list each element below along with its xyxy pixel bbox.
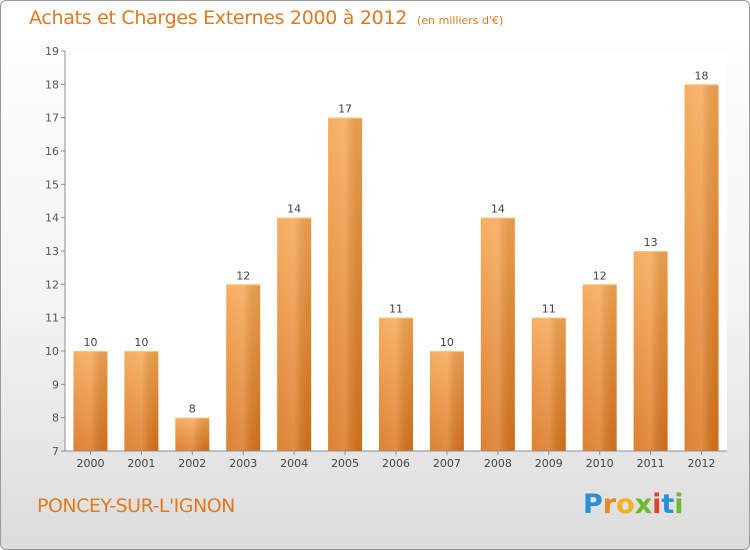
data-label: 14 [491, 203, 505, 216]
y-tick-label: 9 [52, 378, 59, 391]
y-tick-label: 17 [45, 112, 59, 125]
y-tick-label: 13 [45, 245, 59, 258]
logo-letter: o [616, 489, 635, 520]
data-label: 17 [338, 103, 352, 116]
data-label: 11 [542, 303, 556, 316]
x-tick-label: 2012 [688, 457, 716, 470]
data-label: 18 [695, 69, 709, 82]
x-tick-label: 2003 [229, 457, 257, 470]
y-tick-label: 18 [45, 78, 59, 91]
bar-shine [277, 217, 312, 451]
logo-letter: i [674, 489, 684, 520]
bar-shine [124, 351, 159, 451]
bar-shine [480, 217, 515, 451]
x-tick-label: 2005 [331, 457, 359, 470]
data-label: 10 [134, 336, 148, 349]
x-tick-label: 2000 [76, 457, 104, 470]
y-tick-label: 11 [45, 312, 59, 325]
x-tick-label: 2010 [586, 457, 614, 470]
bar-shine [531, 317, 566, 451]
chart-subtitle: (en milliers d'€) [417, 14, 504, 27]
data-label: 11 [389, 303, 403, 316]
logo-letter: P [583, 489, 603, 520]
y-tick-label: 10 [45, 345, 59, 358]
x-tick-label: 2002 [178, 457, 206, 470]
x-tick-label: 2001 [127, 457, 155, 470]
x-tick-label: 2006 [382, 457, 410, 470]
y-tick-label: 7 [52, 445, 59, 458]
y-tick-label: 19 [45, 45, 59, 58]
x-axis-labels: 2000 2001 2002 2003 2004 2005 2006 2007 2008 2009… [76, 451, 716, 470]
data-label: 8 [189, 403, 196, 416]
data-label: 12 [593, 269, 607, 282]
y-tick-label: 8 [52, 412, 59, 425]
x-tick-label: 2008 [484, 457, 512, 470]
proxiti-logo: Proxiti [583, 489, 684, 520]
chart-title-text: Achats et Charges Externes 2000 à 2012 [29, 7, 408, 29]
bar-shine [633, 251, 668, 451]
data-label: 10 [440, 336, 454, 349]
bar-shine [73, 351, 108, 451]
x-tick-label: 2004 [280, 457, 308, 470]
data-label: 13 [644, 236, 658, 249]
x-tick-label: 2007 [433, 457, 461, 470]
x-tick-label: 2009 [535, 457, 563, 470]
bar-shine [429, 351, 464, 451]
logo-letter: x [634, 489, 653, 520]
y-tick-label: 14 [45, 212, 59, 225]
bar-shine [328, 117, 363, 452]
chart-title: Achats et Charges Externes 2000 à 2012 (e… [29, 7, 503, 29]
data-label: 14 [287, 203, 301, 216]
logo-letter: t [661, 489, 675, 520]
bar-shine [684, 84, 719, 451]
bar-shine [582, 284, 617, 451]
bar-shine [226, 284, 261, 451]
y-tick-label: 12 [45, 278, 59, 291]
y-axis-ticks: 7 8 9 10 11 12 13 14 15 16 17 18 19 [45, 45, 65, 458]
y-tick-label: 15 [45, 178, 59, 191]
logo-letter: i [652, 489, 662, 520]
y-tick-label: 16 [45, 145, 59, 158]
town-name: PONCEY-SUR-L'IGNON [37, 495, 235, 517]
logo-letter: r [602, 489, 617, 520]
x-tick-label: 2011 [637, 457, 665, 470]
bar-shine [379, 317, 413, 451]
data-label: 10 [83, 336, 97, 349]
data-label: 12 [236, 269, 250, 282]
bar-shine [175, 417, 210, 451]
bars: 10 10 8 12 14 17 11 10 14 11 12 13 18 [73, 69, 719, 452]
